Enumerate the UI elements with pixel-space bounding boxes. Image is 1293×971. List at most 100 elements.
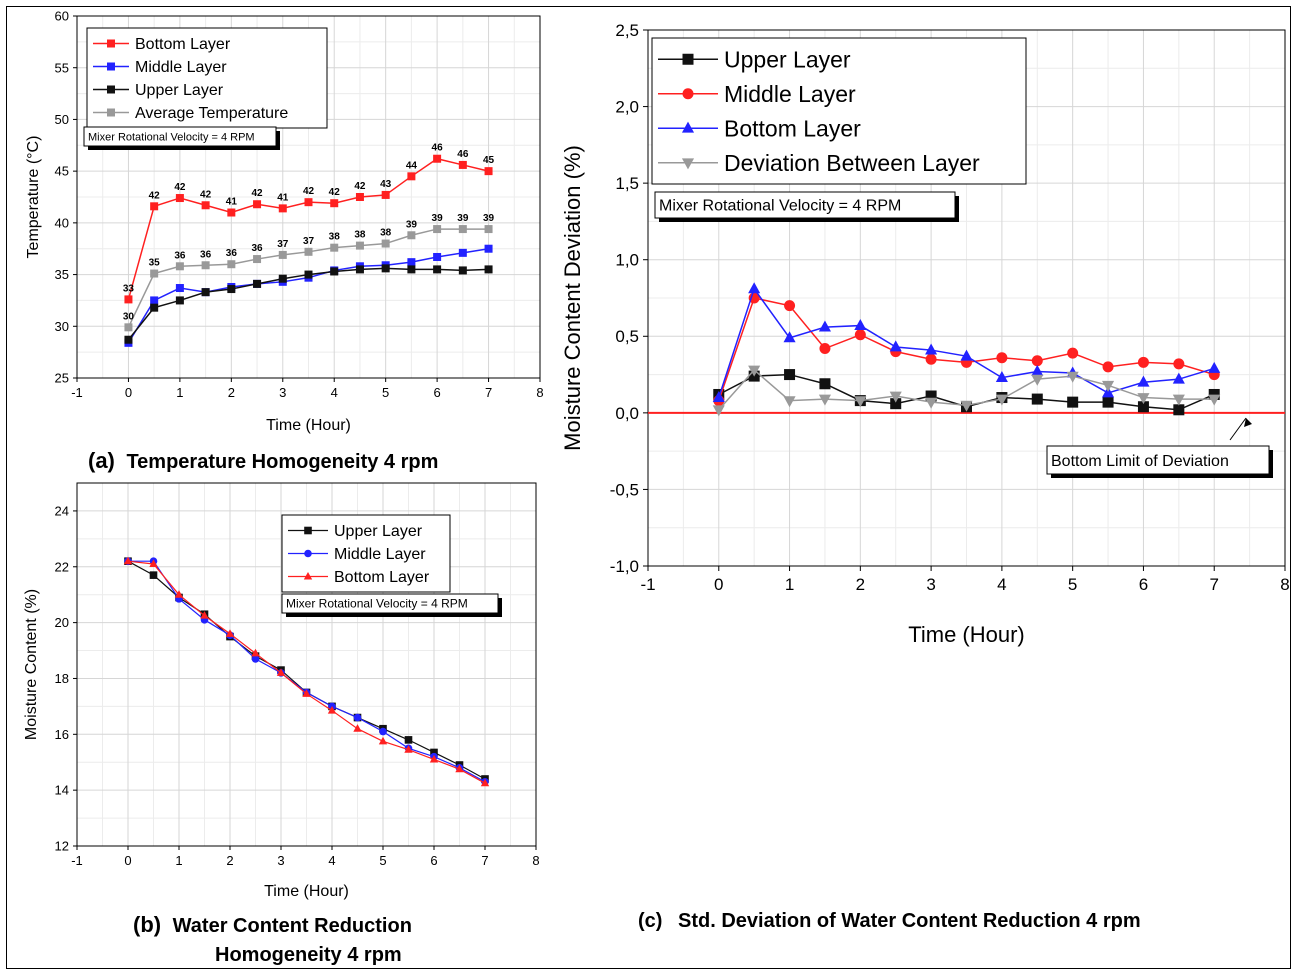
data-point xyxy=(353,713,362,722)
data-point xyxy=(253,279,262,288)
x-tick-label: 4 xyxy=(331,385,338,400)
data-point xyxy=(1031,355,1043,367)
data-point xyxy=(201,201,210,210)
annotation-text: Mixer Rotational Velocity = 4 RPM xyxy=(88,131,255,143)
data-point xyxy=(1031,374,1044,386)
data-point xyxy=(278,204,287,213)
x-tick-label: 4 xyxy=(997,575,1006,594)
data-label: 42 xyxy=(200,189,212,200)
data-label: 46 xyxy=(432,143,444,154)
y-tick-label: 50 xyxy=(55,112,69,127)
y-tick-label: 45 xyxy=(55,164,69,179)
y-tick-label: 2,0 xyxy=(615,98,639,117)
data-label: 45 xyxy=(483,155,495,166)
x-tick-label: 6 xyxy=(430,853,437,868)
caption-a-prefix: (a) xyxy=(88,448,115,473)
annotation: Mixer Rotational Velocity = 4 RPM xyxy=(83,126,280,150)
data-point xyxy=(748,282,761,294)
data-point xyxy=(227,260,236,269)
data-point xyxy=(330,267,339,276)
legend-label: Bottom Layer xyxy=(724,115,861,141)
data-point xyxy=(1172,394,1185,406)
y-tick-label: 18 xyxy=(55,671,69,686)
data-point xyxy=(381,239,390,248)
data-point xyxy=(407,231,416,240)
data-point xyxy=(149,571,158,579)
data-label: 39 xyxy=(432,213,444,224)
x-tick-label: 1 xyxy=(176,385,183,400)
data-label: 44 xyxy=(406,160,418,171)
y-tick-label: 0,5 xyxy=(615,327,639,346)
y-tick-label: 1,5 xyxy=(615,174,639,193)
data-point xyxy=(124,323,133,332)
data-point xyxy=(407,258,416,267)
x-tick-label: -1 xyxy=(640,575,655,594)
data-point xyxy=(925,343,938,355)
data-point xyxy=(150,202,159,211)
data-point xyxy=(404,745,413,753)
series-bottom-layer xyxy=(712,282,1221,402)
x-tick-label: 3 xyxy=(277,853,284,868)
data-label: 36 xyxy=(226,248,238,259)
x-tick-label: 5 xyxy=(379,853,386,868)
data-point xyxy=(925,353,937,365)
y-tick-label: 22 xyxy=(55,559,69,574)
data-point xyxy=(1137,401,1149,413)
legend-marker xyxy=(107,85,115,94)
data-point xyxy=(150,269,159,278)
x-tick-label: 8 xyxy=(532,853,539,868)
data-point xyxy=(819,343,831,355)
y-tick-label: 55 xyxy=(55,60,69,75)
data-point xyxy=(355,241,364,250)
legend-label: Bottom Layer xyxy=(135,36,231,53)
data-point xyxy=(430,748,438,757)
y-tick-label: 35 xyxy=(55,267,69,282)
data-point xyxy=(1172,372,1185,384)
data-point xyxy=(330,243,339,252)
data-point xyxy=(748,365,761,377)
data-point xyxy=(1067,396,1079,408)
data-point xyxy=(278,250,287,259)
y-tick-label: 24 xyxy=(55,503,69,518)
data-point xyxy=(302,689,311,697)
data-point xyxy=(175,284,184,293)
data-point xyxy=(1102,396,1114,408)
legend-marker xyxy=(682,88,694,100)
data-point xyxy=(960,400,973,412)
data-point xyxy=(304,270,313,279)
data-point xyxy=(784,300,796,312)
legend-marker xyxy=(304,549,312,558)
data-point xyxy=(200,611,209,619)
data-label: 35 xyxy=(149,258,161,269)
x-tick-label: 1 xyxy=(175,853,182,868)
data-point xyxy=(433,225,442,234)
data-label: 33 xyxy=(123,283,135,294)
data-point xyxy=(253,200,262,209)
data-point xyxy=(458,225,467,234)
data-label: 38 xyxy=(380,228,392,239)
y-tick-label: 14 xyxy=(55,783,69,798)
data-point xyxy=(253,255,262,264)
data-label: 42 xyxy=(149,190,161,201)
data-point xyxy=(854,329,866,341)
y-tick-label: -1,0 xyxy=(610,557,639,576)
data-point xyxy=(381,190,390,199)
data-point xyxy=(889,340,902,352)
data-point xyxy=(124,335,133,344)
legend-box xyxy=(86,27,328,129)
y-axis-label: Temperature (°C) xyxy=(25,136,42,259)
series-bottom-layer xyxy=(123,556,490,787)
data-label: 42 xyxy=(354,181,366,192)
annotation-text: Mixer Rotational Velocity = 4 RPM xyxy=(659,198,901,215)
x-axis-label: Time (Hour) xyxy=(264,883,349,900)
x-tick-label: 0 xyxy=(124,853,131,868)
data-point xyxy=(175,262,184,271)
data-point xyxy=(381,264,390,273)
caption-c-prefix: (c) xyxy=(638,910,663,932)
legend-marker xyxy=(304,526,312,535)
data-point xyxy=(1137,393,1150,405)
data-point xyxy=(784,369,796,381)
